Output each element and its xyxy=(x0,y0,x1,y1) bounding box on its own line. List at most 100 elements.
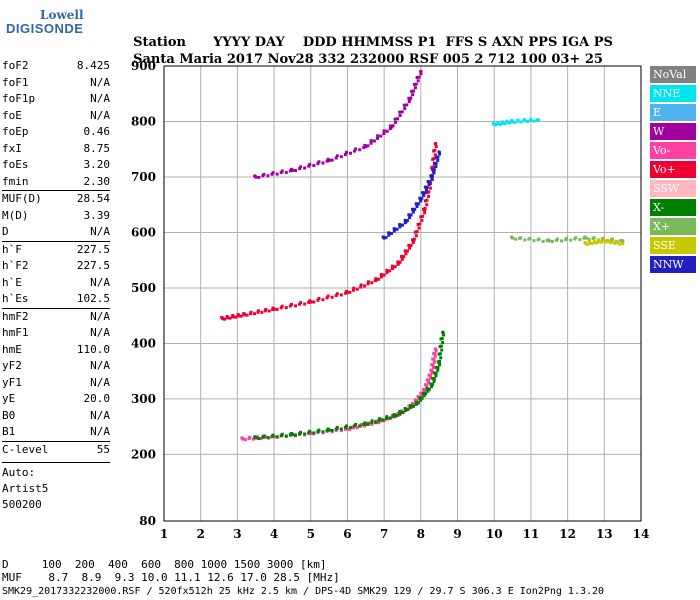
echo-point xyxy=(393,117,397,121)
param-row: foF1p N/A xyxy=(2,91,110,108)
footer-muf-row: MUF 8.7 8.9 9.3 10.0 11.1 12.6 17.0 28.5… xyxy=(2,571,340,584)
header-value-day: Nov28 xyxy=(267,52,314,67)
legend-item: NNE xyxy=(650,85,696,102)
header-value-hhmmss: 232000 xyxy=(349,52,405,67)
echo-point xyxy=(359,285,363,289)
param-label: hmF1 xyxy=(2,326,29,339)
echo-point xyxy=(403,406,407,410)
echo-point xyxy=(425,387,429,391)
echo-point xyxy=(426,389,430,393)
param-value: 55 xyxy=(96,442,110,456)
echo-point xyxy=(321,161,325,165)
echo-point xyxy=(330,295,334,299)
echo-point xyxy=(312,300,316,304)
echo-point xyxy=(442,333,446,337)
echo-point xyxy=(413,86,417,90)
data-point xyxy=(415,401,419,406)
echo-point xyxy=(619,239,623,243)
data-point xyxy=(411,238,416,243)
echo-point xyxy=(330,428,334,432)
echo-point xyxy=(293,304,297,308)
echo-point xyxy=(430,177,434,181)
param-label: h`F2 xyxy=(2,259,29,272)
data-point xyxy=(408,97,412,102)
echo-point xyxy=(262,434,266,438)
echo-point xyxy=(293,168,297,172)
param-label: MUF(D) xyxy=(2,192,42,205)
echo-point xyxy=(231,314,235,318)
echo-point xyxy=(441,341,445,345)
echo-point xyxy=(412,404,416,408)
param-label: foF1 xyxy=(2,75,29,89)
param-row: h`F2 227.5 xyxy=(2,258,110,275)
echo-point xyxy=(425,378,429,382)
param-value: N/A xyxy=(90,408,110,422)
echo-point xyxy=(376,136,380,140)
echo-point xyxy=(377,418,381,422)
echo-point xyxy=(550,240,554,244)
echo-point xyxy=(317,428,321,432)
legend-item: Vo+ xyxy=(650,161,696,178)
param-label: hmE xyxy=(2,342,22,356)
echo-point xyxy=(433,354,437,358)
param-value: 8.425 xyxy=(76,59,110,72)
echo-point xyxy=(425,198,429,202)
echo-point xyxy=(595,241,599,245)
x-tick-label: 1 xyxy=(160,527,168,541)
header-label-p1: P1 xyxy=(417,35,437,50)
echo-point xyxy=(432,171,436,175)
echo-point xyxy=(260,310,264,314)
echo-point xyxy=(403,408,407,412)
echo-point xyxy=(428,376,432,380)
data-point xyxy=(241,437,245,441)
echo-point xyxy=(382,129,386,133)
echo-point xyxy=(303,166,307,170)
header-labels: Station YYYY DAY DDD HHMMSS P1 FFS S AXN… xyxy=(124,20,613,50)
echo-point xyxy=(344,424,348,428)
echo-point xyxy=(385,129,389,133)
echo-point xyxy=(422,193,426,197)
echo-point xyxy=(299,165,303,169)
echo-point xyxy=(610,239,614,243)
echo-point xyxy=(288,304,292,308)
echo-point xyxy=(382,273,386,277)
echo-point xyxy=(398,410,402,414)
echo-point xyxy=(513,120,517,124)
echo-point xyxy=(432,168,436,172)
param-label: fxI xyxy=(2,141,22,155)
y-tick-label: 80 xyxy=(139,514,156,528)
header-label-day: DAY xyxy=(254,35,285,50)
header-label-ddd: DDD xyxy=(302,35,337,50)
echo-point xyxy=(339,429,343,433)
echo-point xyxy=(271,171,275,175)
echo-point xyxy=(370,281,374,285)
echo-point xyxy=(401,223,404,227)
param-row: yE 20.0 xyxy=(2,391,110,408)
echo-point xyxy=(523,238,527,242)
echo-point xyxy=(266,174,270,178)
echo-point xyxy=(514,237,518,241)
echo-point xyxy=(415,205,419,209)
data-point xyxy=(242,312,247,317)
echo-point xyxy=(400,110,404,114)
echo-point xyxy=(569,238,573,242)
echo-point xyxy=(256,309,260,313)
echo-point xyxy=(288,169,292,173)
echo-point xyxy=(369,139,373,143)
echo-point xyxy=(431,365,435,369)
y-tick-label: 500 xyxy=(131,281,156,295)
echo-point xyxy=(529,117,533,121)
echo-point xyxy=(248,435,252,439)
x-tick-label: 11 xyxy=(523,527,540,541)
echo-point xyxy=(335,154,339,158)
param-value: 227.5 xyxy=(76,259,110,272)
echo-point xyxy=(436,366,440,370)
echo-point xyxy=(420,218,424,222)
param-label: B1 xyxy=(2,425,16,438)
echo-point xyxy=(317,160,321,164)
echo-point xyxy=(532,239,536,243)
param-row: hmF1 N/A xyxy=(2,325,110,342)
echo-point xyxy=(439,356,443,360)
echo-point xyxy=(418,222,422,226)
echo-point xyxy=(419,72,423,76)
